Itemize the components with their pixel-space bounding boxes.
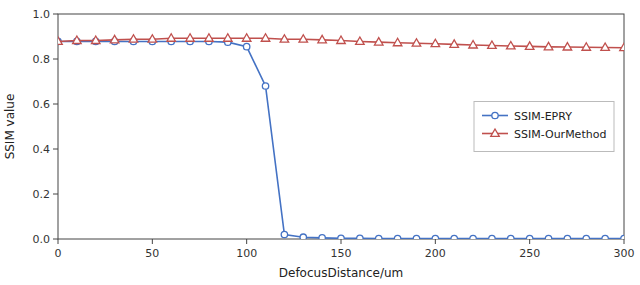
x-tick: [246, 239, 247, 244]
series-marker: [205, 34, 214, 41]
legend-label: SSIM-OurMethod: [514, 128, 606, 141]
legend: SSIM-EPRY SSIM-OurMethod: [474, 102, 614, 152]
y-tick-label: 0.4: [33, 143, 51, 156]
series-line: [58, 41, 624, 238]
series-marker: [564, 235, 570, 239]
plot-frame: [58, 14, 624, 239]
series-marker: [261, 34, 270, 41]
legend-box: [474, 102, 614, 152]
series-marker: [262, 83, 268, 89]
series-marker: [148, 35, 157, 42]
x-tick: [58, 239, 59, 244]
series-marker: [300, 234, 306, 239]
legend-marker: [491, 129, 500, 136]
series-marker: [508, 235, 514, 239]
series-marker: [186, 34, 195, 41]
series-marker: [376, 235, 382, 239]
series-marker: [356, 37, 365, 44]
y-tick-label: 0.0: [33, 233, 51, 246]
series-marker: [601, 43, 610, 50]
series-marker: [318, 35, 327, 42]
series-marker: [488, 41, 497, 48]
series-marker: [470, 235, 476, 239]
series-marker: [544, 42, 553, 49]
x-tick-label: 200: [425, 247, 446, 260]
series-marker: [299, 35, 308, 42]
series-marker: [58, 37, 62, 44]
legend-marker: [492, 112, 498, 118]
series-marker: [374, 38, 383, 45]
series-marker: [621, 235, 624, 239]
y-tick-label: 0.8: [33, 53, 51, 66]
y-tick: [53, 149, 58, 150]
x-axis-label: DefocusDistance/um: [279, 266, 403, 280]
y-tick: [53, 239, 58, 240]
series-marker: [412, 39, 421, 46]
series-marker: [393, 38, 402, 45]
x-tick-label: 150: [331, 247, 352, 260]
y-tick: [53, 59, 58, 60]
series-marker: [73, 36, 82, 43]
series-marker: [431, 39, 440, 46]
series-marker: [337, 36, 346, 43]
background: [0, 0, 640, 285]
series-marker: [602, 235, 608, 239]
series-marker: [507, 41, 516, 48]
series-marker: [167, 34, 176, 41]
series-marker: [242, 34, 251, 41]
series-marker: [545, 235, 551, 239]
x-tick-label: 250: [519, 247, 540, 260]
series-marker: [413, 235, 419, 239]
x-tick: [435, 239, 436, 244]
series-marker: [525, 42, 534, 49]
series-marker: [451, 235, 457, 239]
series-marker: [357, 235, 363, 239]
series-marker: [432, 235, 438, 239]
series-marker: [110, 35, 119, 42]
y-tick: [53, 194, 58, 195]
x-tick: [152, 239, 153, 244]
series-marker: [91, 36, 100, 43]
x-tick: [529, 239, 530, 244]
y-tick-label: 1.0: [33, 8, 51, 21]
y-tick-label: 0.2: [33, 188, 51, 201]
series-marker: [129, 35, 138, 42]
series-marker: [319, 235, 325, 239]
x-tick-label: 0: [55, 247, 62, 260]
series-marker: [224, 34, 233, 41]
series-marker: [563, 43, 572, 50]
series-marker: [526, 235, 532, 239]
series-marker: [280, 35, 289, 42]
x-tick-label: 100: [236, 247, 257, 260]
series-marker: [243, 43, 249, 49]
y-tick: [53, 104, 58, 105]
y-axis-label: SSIM value: [3, 94, 17, 160]
series-marker: [582, 43, 591, 50]
series-marker: [281, 231, 287, 237]
x-tick: [624, 239, 625, 244]
x-tick: [341, 239, 342, 244]
series-marker: [338, 235, 344, 239]
series-marker: [469, 41, 478, 48]
series-marker: [450, 40, 459, 47]
x-tick-label: 300: [614, 247, 635, 260]
legend-label: SSIM-EPRY: [514, 110, 572, 123]
x-tick-label: 50: [145, 247, 159, 260]
series-marker: [489, 235, 495, 239]
y-tick: [53, 14, 58, 15]
series-marker: [620, 43, 624, 50]
plot-area: [58, 34, 624, 239]
series-marker: [583, 235, 589, 239]
series-marker: [394, 235, 400, 239]
y-tick-label: 0.6: [33, 98, 51, 111]
